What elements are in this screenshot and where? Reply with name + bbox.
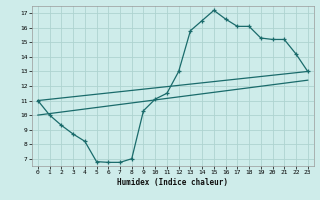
X-axis label: Humidex (Indice chaleur): Humidex (Indice chaleur)	[117, 178, 228, 187]
